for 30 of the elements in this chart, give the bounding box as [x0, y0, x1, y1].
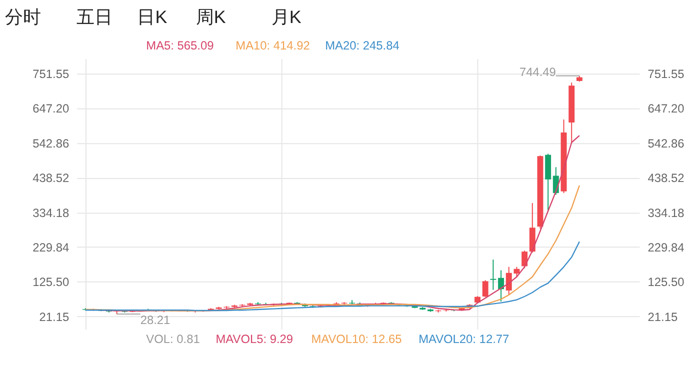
y-tick-label: 229.84 [32, 240, 70, 254]
annotation: 744.49 [519, 64, 556, 79]
text: MA5: 565.09 [146, 38, 214, 53]
annotation: 28.21 [140, 313, 171, 328]
y2-tick-label: 21.15 [648, 310, 678, 324]
text: 日K [137, 6, 168, 27]
text: MA20: 245.84 [325, 38, 400, 53]
text: 分时 [4, 6, 41, 27]
text: MAVOL20: 12.77 [418, 332, 510, 346]
text: 月K [271, 6, 302, 27]
y-tick-label: 125.50 [32, 275, 70, 290]
text: VOL: 0.81 [146, 332, 200, 346]
y2-tick-label: 229.84 [648, 240, 685, 254]
y-tick-label: 751.55 [32, 66, 70, 81]
y-tick-label: 542.86 [32, 136, 70, 150]
y-tick-label: 438.52 [32, 171, 70, 186]
text: MAVOL5: 9.29 [216, 332, 294, 346]
text: MA10: 414.92 [236, 38, 310, 53]
y2-tick-label: 647.20 [648, 102, 685, 116]
text: MAVOL10: 12.65 [311, 332, 402, 346]
y2-tick-label: 438.52 [648, 171, 685, 186]
text: 五日 [76, 6, 113, 27]
y2-tick-label: 542.86 [648, 136, 685, 150]
y-tick-label: 647.20 [32, 102, 70, 116]
y2-tick-label: 751.55 [648, 66, 685, 81]
y-tick-label: 21.15 [39, 310, 70, 324]
text: 周K [196, 6, 226, 27]
y2-tick-label: 125.50 [648, 275, 685, 290]
y-tick-label: 334.18 [32, 206, 70, 220]
y2-tick-label: 334.18 [648, 206, 685, 220]
